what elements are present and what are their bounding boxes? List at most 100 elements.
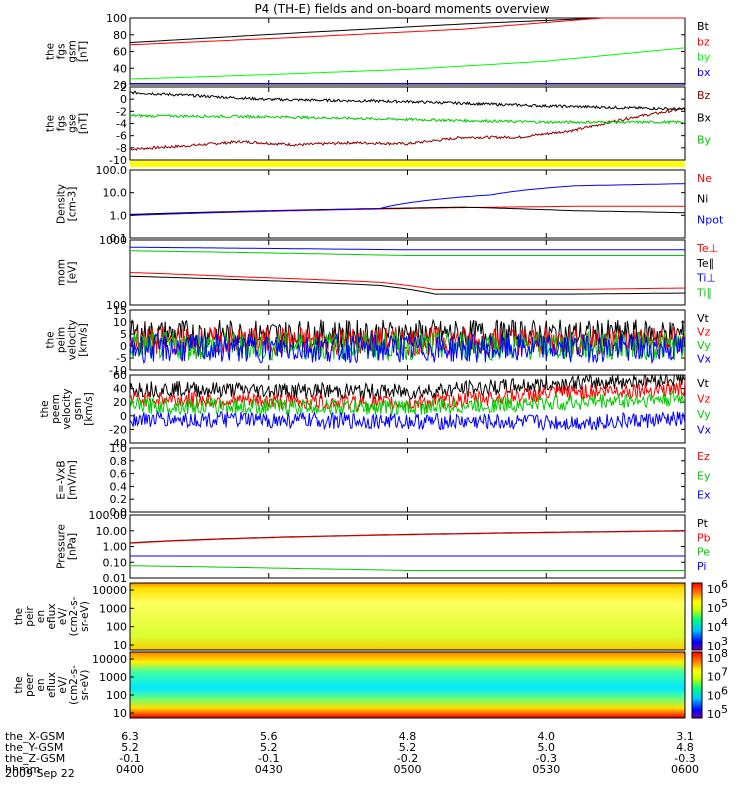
colorbar-exponent: 6 [721, 684, 728, 697]
y-tick-label: 100 [106, 621, 127, 634]
legend-by: by [697, 51, 711, 64]
ephemeris-value: 0400 [116, 763, 144, 776]
y-axis-label: the [45, 43, 57, 60]
y-tick-label: 1.0 [110, 209, 128, 222]
y-tick-label: -10 [109, 154, 127, 167]
y-axis-label: fgs [56, 44, 68, 60]
legend-ne: Ne [697, 172, 712, 185]
ephemeris-value: 5.0 [538, 741, 556, 754]
ephemeris-value: 4.8 [399, 730, 417, 743]
y-axis-label: Pressure [56, 524, 68, 569]
y-axis-label: [mV/m] [67, 460, 79, 499]
ephemeris-value: 4.8 [676, 741, 694, 754]
y-tick-label: 5 [120, 328, 127, 341]
legend-vz: Vz [697, 393, 711, 406]
colorbar [691, 651, 703, 719]
series-line-ti⊥ [130, 246, 685, 251]
y-axis-label: [cm-3] [67, 187, 79, 222]
colorbar-label: 10 [707, 671, 721, 684]
legend-bz: Bz [697, 89, 711, 102]
legend-vt: Vt [697, 312, 710, 325]
y-axis-label: gsm [67, 40, 79, 62]
y-axis-label: [nPa] [67, 533, 79, 560]
series-line-te∥ [129, 275, 686, 295]
colorbar-exponent: 8 [721, 647, 728, 660]
legend-npot: Npot [697, 213, 724, 226]
series-line-vx [129, 410, 686, 432]
series-line-pb [129, 530, 685, 544]
y-axis-label: E=-VxB [56, 460, 68, 499]
legend-vx: Vx [697, 424, 712, 437]
colorbar-label: 10 [707, 689, 721, 702]
chart-title: P4 (TH-E) fields and on-board moments ov… [254, 2, 549, 16]
date-label: 2009 Sep 22 [5, 767, 75, 780]
legend-vt: Vt [697, 377, 710, 390]
legend-ez: Ez [697, 450, 710, 463]
series-line-npot [129, 183, 686, 216]
colorbar-label: 10 [707, 640, 721, 653]
series-line-ti∥ [130, 250, 685, 256]
y-axis-label: the [45, 115, 57, 132]
y-tick-label: 60 [113, 46, 127, 59]
ephemeris-value: 5.2 [260, 741, 278, 754]
ephemeris-value: 0500 [394, 763, 422, 776]
y-tick-label: 0.8 [110, 455, 128, 468]
legend-ti∥: Ti∥ [696, 286, 712, 299]
y-tick-label: 0.4 [110, 480, 128, 493]
y-axis-label: the [45, 331, 57, 348]
y-tick-label: 0 [120, 93, 127, 106]
legend-vz: Vz [697, 326, 711, 339]
y-axis-label: velocity [61, 388, 73, 429]
y-tick-label: -2 [116, 105, 127, 118]
y-tick-label: 1000 [99, 602, 127, 615]
y-axis-label: en [35, 678, 47, 691]
y-axis-label: eflux [46, 604, 58, 630]
y-axis-label: en [35, 610, 47, 623]
ephemeris-value: -0.1 [119, 752, 140, 765]
colorbar-exponent: 3 [721, 635, 728, 648]
colorbar-exponent: 7 [721, 666, 728, 679]
ephemeris-value: 5.2 [121, 741, 139, 754]
y-tick-label: 0.0 [110, 506, 128, 519]
y-tick-label: 0.1 [110, 232, 128, 245]
y-axis-label: velocity [67, 319, 79, 360]
legend-ex: Ex [697, 489, 711, 502]
y-tick-label: 0.10 [103, 556, 128, 569]
y-tick-label: 20 [113, 396, 127, 409]
ephemeris-label: hhmm [5, 763, 40, 776]
y-tick-label: 100.00 [89, 509, 128, 522]
y-tick-label: 10 [113, 316, 127, 329]
ephemeris-footer: the_X-GSM 6.3 5.6 4.8 4.0 3.1 the_Y-GSM 5.2 5.2 5… [5, 730, 699, 776]
y-tick-label: -4 [116, 118, 127, 131]
y-tick-label: 10.00 [96, 525, 128, 538]
y-axis-label: Density [56, 184, 68, 224]
legend-bx: bx [697, 66, 711, 79]
ephemeris-value: 4.0 [538, 730, 556, 743]
y-axis-label: sr-eV) [79, 670, 91, 701]
y-tick-label: 1000 [99, 234, 127, 247]
y-axis-label: peim [56, 327, 68, 353]
colorbar-label: 10 [707, 621, 721, 634]
series-line-by [129, 47, 686, 80]
ephemeris-value: 3.1 [676, 730, 694, 743]
ephemeris-value: -0.3 [536, 752, 557, 765]
y-axis-label: (cm2-s- [68, 665, 80, 705]
y-tick-label: 0 [120, 340, 127, 353]
y-axis-label: fgs [56, 116, 68, 132]
series-line-te⊥ [129, 272, 686, 290]
y-tick-label: -10 [109, 364, 127, 377]
ephemeris-label: the_Z-GSM [5, 752, 65, 765]
y-tick-label: 40 [113, 383, 127, 396]
legend-te⊥: Te⊥ [696, 242, 718, 255]
panel-frame [129, 169, 686, 239]
y-tick-label: 1.00 [103, 541, 128, 554]
y-axis-label: peer [24, 672, 36, 697]
series-line-ni [129, 206, 686, 215]
legend-vx: Vx [697, 353, 712, 366]
y-axis-label: the [13, 676, 25, 693]
y-axis-label: [eV] [67, 262, 79, 284]
ephemeris-value: 6.3 [121, 730, 139, 743]
legend-bt: Bt [697, 20, 710, 33]
y-tick-label: 10.0 [103, 187, 128, 200]
